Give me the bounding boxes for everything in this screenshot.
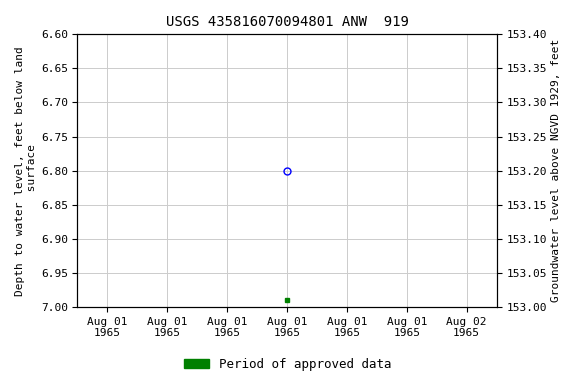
Y-axis label: Depth to water level, feet below land
 surface: Depth to water level, feet below land su… (15, 46, 37, 296)
Title: USGS 435816070094801 ANW  919: USGS 435816070094801 ANW 919 (166, 15, 408, 29)
Legend: Period of approved data: Period of approved data (179, 353, 397, 376)
Y-axis label: Groundwater level above NGVD 1929, feet: Groundwater level above NGVD 1929, feet (551, 39, 561, 302)
